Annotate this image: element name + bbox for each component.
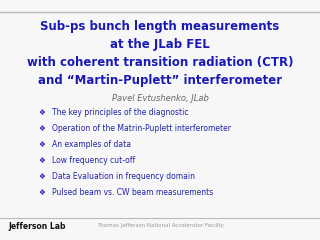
Text: Pavel Evtushenko, JLab: Pavel Evtushenko, JLab xyxy=(112,94,208,103)
Text: at the JLab FEL: at the JLab FEL xyxy=(110,38,210,51)
Text: An examples of data: An examples of data xyxy=(52,140,131,149)
Text: Sub-ps bunch length measurements: Sub-ps bunch length measurements xyxy=(40,20,280,33)
Text: ❖: ❖ xyxy=(39,156,45,165)
Text: Operation of the Matrin-Puplett interferometer: Operation of the Matrin-Puplett interfer… xyxy=(52,124,231,133)
Text: and “Martin-Puplett” interferometer: and “Martin-Puplett” interferometer xyxy=(38,74,282,87)
Text: Low frequency cut-off: Low frequency cut-off xyxy=(52,156,135,165)
Text: ❖: ❖ xyxy=(39,124,45,133)
Text: Data Evaluation in frequency domain: Data Evaluation in frequency domain xyxy=(52,172,195,181)
Text: ❖: ❖ xyxy=(39,108,45,117)
Text: Pulsed beam vs. CW beam measurements: Pulsed beam vs. CW beam measurements xyxy=(52,188,213,197)
Text: ❖: ❖ xyxy=(39,188,45,197)
Text: Thomas Jefferson National Accelerator Facility: Thomas Jefferson National Accelerator Fa… xyxy=(97,223,223,228)
Text: with coherent transition radiation (CTR): with coherent transition radiation (CTR) xyxy=(27,56,293,69)
Text: The key principles of the diagnostic: The key principles of the diagnostic xyxy=(52,108,188,117)
Text: ❖: ❖ xyxy=(39,172,45,181)
Text: ❖: ❖ xyxy=(39,140,45,149)
Text: Jefferson Lab: Jefferson Lab xyxy=(8,222,66,231)
